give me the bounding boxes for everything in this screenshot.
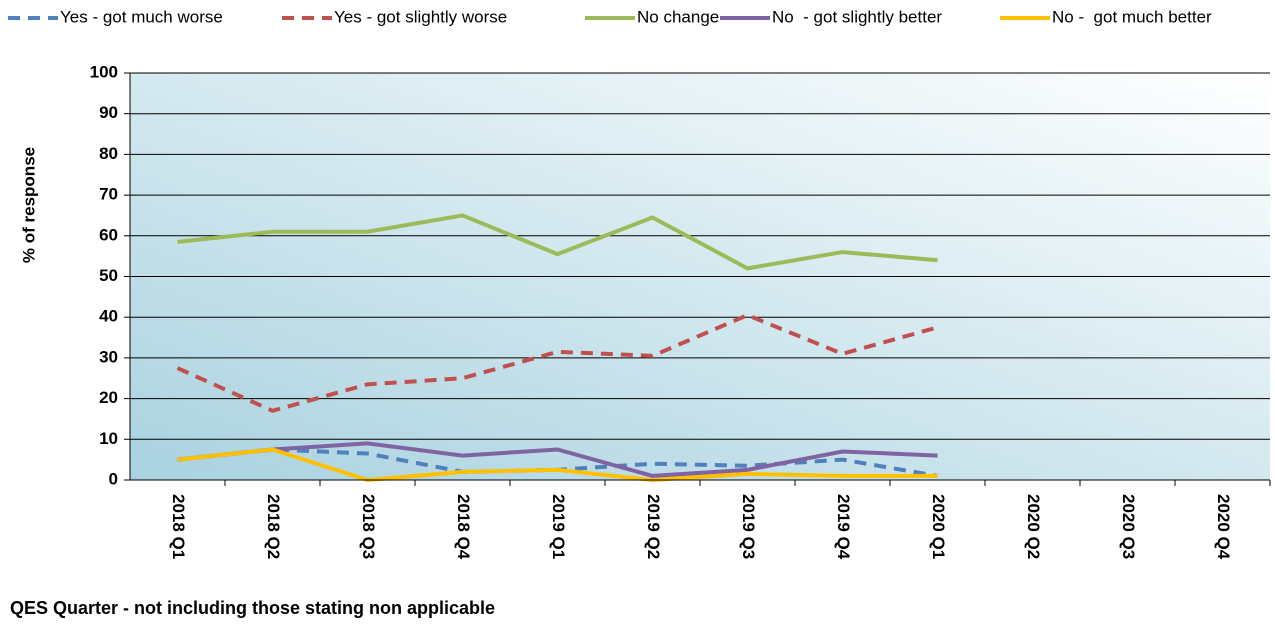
x-tick-label: 2018 Q4 <box>454 494 473 560</box>
y-tick-label: 30 <box>99 347 118 366</box>
series-line <box>177 447 938 483</box>
legend-label: Yes - got much worse <box>60 7 223 26</box>
y-tick-label: 100 <box>90 62 118 81</box>
series-line <box>176 312 939 413</box>
x-tick-label: 2019 Q4 <box>834 494 853 560</box>
y-axis-title: % of response <box>19 147 38 263</box>
x-tick-label: 2018 Q3 <box>359 494 378 559</box>
legend-label: No - got much better <box>1052 7 1212 26</box>
x-tick-label: 2020 Q3 <box>1119 494 1138 559</box>
x-tick-label: 2018 Q1 <box>169 494 188 559</box>
y-tick-label: 60 <box>99 225 118 244</box>
legend-label: Yes - got slightly worse <box>334 7 507 26</box>
y-tick-label: 70 <box>99 185 118 204</box>
x-tick-label: 2018 Q2 <box>264 494 283 559</box>
x-tick-label: 2020 Q1 <box>929 494 948 559</box>
y-tick-label: 0 <box>109 469 118 488</box>
x-tick-label: 2020 Q4 <box>1214 494 1233 560</box>
y-tick-label: 10 <box>99 429 118 448</box>
x-tick-label: 2019 Q3 <box>739 494 758 559</box>
y-tick-label: 40 <box>99 307 118 326</box>
x-tick-label: 2019 Q1 <box>549 494 568 559</box>
x-tick-label: 2020 Q2 <box>1024 494 1043 559</box>
series-line <box>177 213 938 271</box>
series-line <box>177 441 938 478</box>
y-tick-label: 50 <box>99 266 118 285</box>
x-axis-title: QES Quarter - not including those statin… <box>10 598 495 618</box>
legend-label: No change <box>637 7 719 26</box>
legend-label: No - got slightly better <box>772 7 942 26</box>
y-tick-label: 90 <box>99 103 118 122</box>
y-tick-label: 20 <box>99 388 118 407</box>
x-tick-label: 2019 Q2 <box>644 494 663 559</box>
y-tick-label: 80 <box>99 144 118 163</box>
